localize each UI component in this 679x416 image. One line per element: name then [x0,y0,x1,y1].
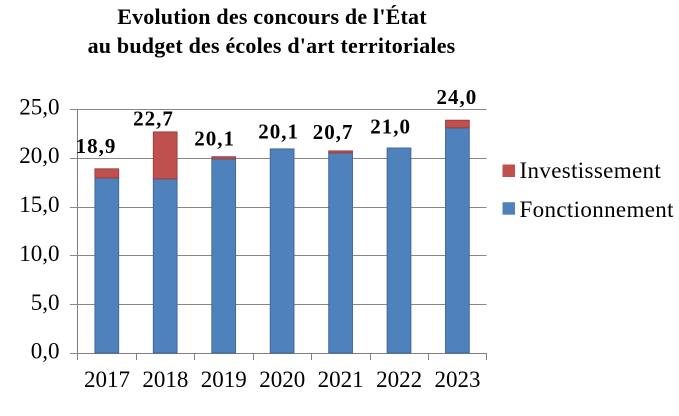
svg-text:2018: 2018 [142,367,188,392]
svg-text:20,0: 20,0 [19,143,59,168]
svg-text:20,1: 20,1 [258,120,299,144]
svg-text:10,0: 10,0 [19,241,59,266]
svg-text:20,7: 20,7 [313,120,354,144]
svg-text:2019: 2019 [201,367,247,392]
svg-text:20,1: 20,1 [194,126,235,150]
svg-text:Fonctionnement: Fonctionnement [520,197,675,222]
svg-text:18,9: 18,9 [76,134,117,158]
svg-text:2021: 2021 [318,367,364,392]
svg-text:15,0: 15,0 [19,192,59,217]
svg-text:2022: 2022 [376,367,422,392]
svg-text:0,0: 0,0 [31,339,60,364]
svg-text:25,0: 25,0 [19,94,59,119]
svg-text:22,7: 22,7 [133,107,174,131]
svg-text:2023: 2023 [435,367,481,392]
svg-text:2020: 2020 [259,367,305,392]
svg-text:Evolution des concours de l'Ét: Evolution des concours de l'État [117,4,427,29]
svg-text:2017: 2017 [84,367,130,392]
svg-text:21,0: 21,0 [370,114,411,138]
svg-text:24,0: 24,0 [437,85,478,109]
svg-text:5,0: 5,0 [31,290,60,315]
svg-text:au budget des écoles d'art ter: au budget des écoles d'art territoriales [88,33,456,58]
svg-text:Investissement: Investissement [520,158,662,183]
